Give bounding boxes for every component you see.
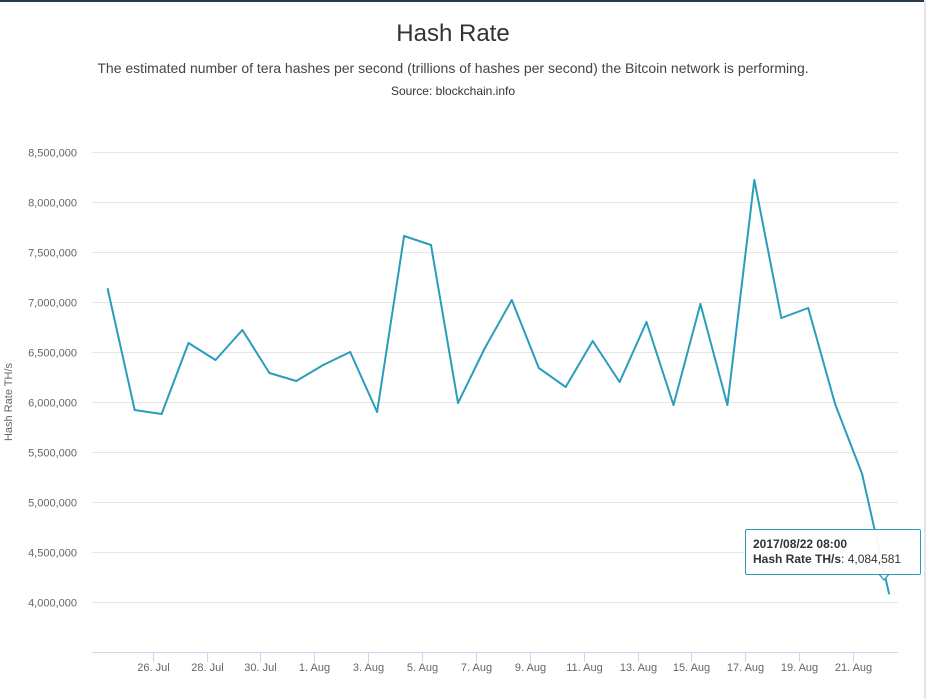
- data-point[interactable]: [618, 381, 621, 383]
- data-point[interactable]: [160, 413, 163, 415]
- y-tick-label: 4,000,000: [28, 598, 77, 610]
- y-tick-label: 5,500,000: [28, 448, 77, 460]
- data-point[interactable]: [510, 299, 513, 301]
- x-tick-label: 9. Aug: [515, 662, 546, 674]
- data-point[interactable]: [483, 347, 486, 349]
- data-point[interactable]: [726, 404, 729, 406]
- y-axis-title: Hash Rate TH/s: [3, 362, 15, 441]
- data-point[interactable]: [591, 340, 594, 342]
- series-line-hash-rate[interactable]: [106, 179, 890, 594]
- data-point[interactable]: [133, 409, 136, 411]
- data-point[interactable]: [699, 303, 702, 305]
- tooltip-value: 4,084,581: [847, 552, 902, 566]
- data-point[interactable]: [268, 372, 271, 374]
- data-point[interactable]: [403, 235, 406, 237]
- data-point-tooltip: 2017/08/22 08:00 Hash Rate TH/s: 4,084,5…: [745, 529, 921, 575]
- y-tick-label: 7,500,000: [28, 248, 77, 260]
- data-point[interactable]: [672, 404, 675, 406]
- data-point[interactable]: [564, 386, 567, 388]
- data-point[interactable]: [457, 402, 459, 404]
- x-tick-label: 5. Aug: [407, 662, 438, 674]
- x-tick-label: 17. Aug: [727, 662, 764, 674]
- tooltip-date: 2017/08/22 08:00: [753, 537, 848, 551]
- data-point[interactable]: [645, 321, 648, 323]
- x-tick-label: 30. Jul: [244, 662, 276, 674]
- tooltip-series-label: Hash Rate TH/s: [753, 552, 842, 566]
- x-tick-label: 26. Jul: [137, 662, 169, 674]
- y-axis-tick-labels: 4,000,000 4,500,000 5,000,000 5,500,000 6,00…: [28, 148, 77, 610]
- x-tick-label: 28. Jul: [191, 662, 223, 674]
- grid-lines: [92, 152, 898, 603]
- right-border: [924, 0, 926, 699]
- data-point[interactable]: [214, 359, 217, 361]
- y-tick-label: 7,000,000: [28, 298, 77, 310]
- y-tick-label: 6,500,000: [28, 348, 77, 360]
- y-tick-label: 8,000,000: [28, 198, 77, 210]
- x-tick-label: 21. Aug: [835, 662, 872, 674]
- data-point[interactable]: [106, 288, 109, 290]
- y-tick-label: 6,000,000: [28, 398, 77, 410]
- data-point[interactable]: [430, 244, 432, 246]
- top-border: [0, 0, 924, 2]
- x-tick-label: 13. Aug: [620, 662, 657, 674]
- x-axis-tick-labels: 26. Jul 28. Jul 30. Jul 1. Aug 3. Aug 5. Aug 7…: [137, 652, 872, 674]
- data-point[interactable]: [807, 307, 810, 309]
- data-point[interactable]: [888, 592, 890, 595]
- y-tick-label: 5,000,000: [28, 498, 77, 510]
- data-point[interactable]: [349, 351, 352, 353]
- y-tick-label: 8,500,000: [28, 148, 77, 160]
- data-point[interactable]: [861, 473, 864, 475]
- data-point[interactable]: [295, 380, 298, 382]
- data-point[interactable]: [834, 403, 837, 405]
- x-tick-label: 11. Aug: [566, 662, 603, 674]
- data-point[interactable]: [187, 342, 190, 344]
- data-point[interactable]: [376, 411, 379, 413]
- tooltip-value-row: Hash Rate TH/s: 4,084,581: [753, 552, 920, 567]
- chart-subtitle: The estimated number of tera hashes per …: [97, 60, 809, 76]
- series-points: [106, 179, 890, 595]
- tooltip-arrow-fill: [879, 573, 889, 579]
- x-tick-label: 7. Aug: [461, 662, 492, 674]
- data-point[interactable]: [537, 367, 540, 369]
- data-point[interactable]: [322, 364, 325, 366]
- x-tick-label: 19. Aug: [781, 662, 818, 674]
- data-point[interactable]: [241, 329, 244, 331]
- x-tick-label: 3. Aug: [353, 662, 384, 674]
- tooltip-colon: :: [841, 552, 848, 566]
- y-tick-label: 4,500,000: [28, 548, 77, 560]
- data-point[interactable]: [780, 317, 783, 319]
- x-tick-label: 15. Aug: [673, 662, 710, 674]
- x-tick-label: 1. Aug: [299, 662, 330, 674]
- chart-source: Source: blockchain.info: [390, 84, 516, 98]
- chart-title: Hash Rate: [396, 20, 510, 47]
- data-point[interactable]: [753, 179, 756, 181]
